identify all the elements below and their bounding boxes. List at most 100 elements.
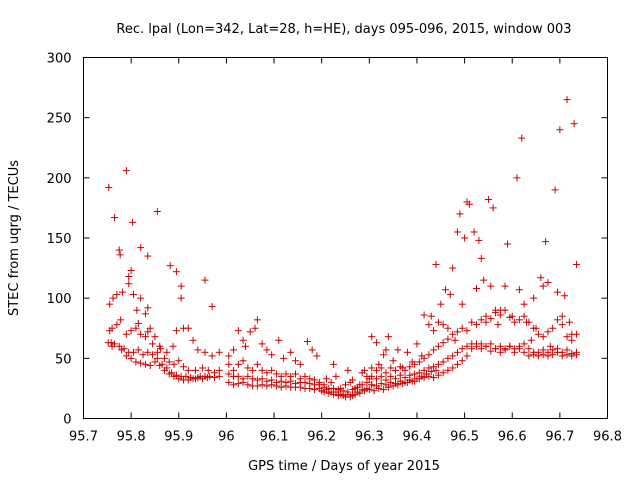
data-point: [430, 363, 438, 371]
data-point: [372, 375, 380, 383]
data-point: [520, 312, 528, 320]
data-point: [108, 324, 116, 332]
data-point: [132, 324, 140, 332]
data-point: [468, 318, 476, 326]
data-point: [165, 358, 173, 366]
data-point: [268, 381, 276, 389]
data-point: [303, 337, 311, 345]
data-point: [444, 354, 452, 362]
data-point: [127, 354, 135, 362]
data-point: [203, 374, 211, 382]
tick-labels: 95.7 95.8 95.9 96 96.1 96.2 96.3 96.4 96.5 96.6 96…: [47, 52, 622, 445]
data-point: [157, 345, 165, 353]
data-point: [520, 300, 528, 308]
data-point: [172, 327, 180, 335]
data-point: [415, 358, 423, 366]
data-point: [246, 328, 254, 336]
data-point: [151, 333, 159, 341]
data-point: [420, 366, 428, 374]
data-point: [511, 348, 519, 356]
data-point: [377, 372, 385, 380]
data-point: [384, 383, 392, 391]
data-point: [487, 347, 495, 355]
data-point: [420, 354, 428, 362]
data-point: [282, 370, 290, 378]
data-point: [244, 381, 252, 389]
data-point: [515, 345, 523, 353]
data-point: [320, 383, 328, 391]
data-point: [415, 369, 423, 377]
data-point: [473, 340, 480, 348]
data-point: [375, 360, 383, 368]
data-point: [272, 370, 280, 378]
data-point: [272, 382, 280, 390]
data-point: [487, 315, 495, 323]
data-point: [489, 204, 497, 212]
data-point: [553, 348, 561, 356]
data-point: [382, 369, 390, 377]
data-point: [482, 318, 490, 326]
data-point: [551, 186, 559, 194]
data-point: [144, 304, 152, 312]
x-axis-label: GPS time / Days of year 2015: [248, 459, 440, 474]
data-point: [444, 335, 452, 343]
data-point: [287, 348, 295, 356]
data-point: [115, 342, 123, 350]
data-point: [453, 228, 461, 236]
data-point: [461, 234, 469, 242]
data-point: [129, 218, 137, 226]
data-point: [453, 360, 461, 368]
data-point: [520, 340, 528, 348]
data-point: [403, 348, 411, 356]
data-point: [296, 383, 304, 391]
data-point: [177, 294, 185, 302]
data-point: [349, 386, 357, 394]
data-point: [430, 327, 438, 335]
data-point: [322, 375, 330, 383]
data-point: [430, 374, 438, 382]
data-point: [515, 316, 523, 324]
x-tick-label: 96.8: [593, 430, 622, 445]
data-point: [234, 327, 242, 335]
x-tick-label: 96.4: [402, 430, 431, 445]
data-point: [315, 381, 323, 389]
data-point: [146, 324, 154, 332]
data-point: [215, 372, 223, 380]
data-point: [401, 366, 409, 374]
data-point: [133, 306, 141, 314]
data-point: [394, 346, 402, 354]
data-point: [434, 360, 442, 368]
data-point: [234, 380, 242, 388]
data-point: [413, 340, 421, 348]
data-point: [389, 382, 397, 390]
data-point: [449, 352, 457, 360]
data-point: [437, 300, 445, 308]
data-point: [182, 372, 190, 380]
data-point: [105, 183, 113, 191]
data-point: [453, 328, 461, 336]
data-point: [253, 316, 261, 324]
data-point: [230, 381, 238, 389]
data-point: [527, 336, 535, 344]
data-point: [465, 200, 473, 208]
data-point: [368, 372, 376, 380]
data-point: [344, 388, 352, 396]
data-point: [115, 246, 123, 254]
data-point: [365, 386, 373, 394]
data-point: [253, 376, 261, 384]
data-point: [241, 342, 249, 350]
data-point: [427, 312, 435, 320]
data-point: [515, 286, 523, 294]
data-point: [153, 348, 161, 356]
data-point: [558, 312, 566, 320]
data-point: [470, 228, 478, 236]
data-point: [144, 252, 152, 260]
data-point: [184, 324, 192, 332]
data-point: [258, 366, 266, 374]
data-point: [201, 276, 209, 284]
y-tick-label: 150: [47, 232, 72, 247]
data-point: [411, 360, 419, 368]
data-point: [358, 381, 366, 389]
data-point: [403, 378, 411, 386]
data-point: [432, 260, 440, 268]
